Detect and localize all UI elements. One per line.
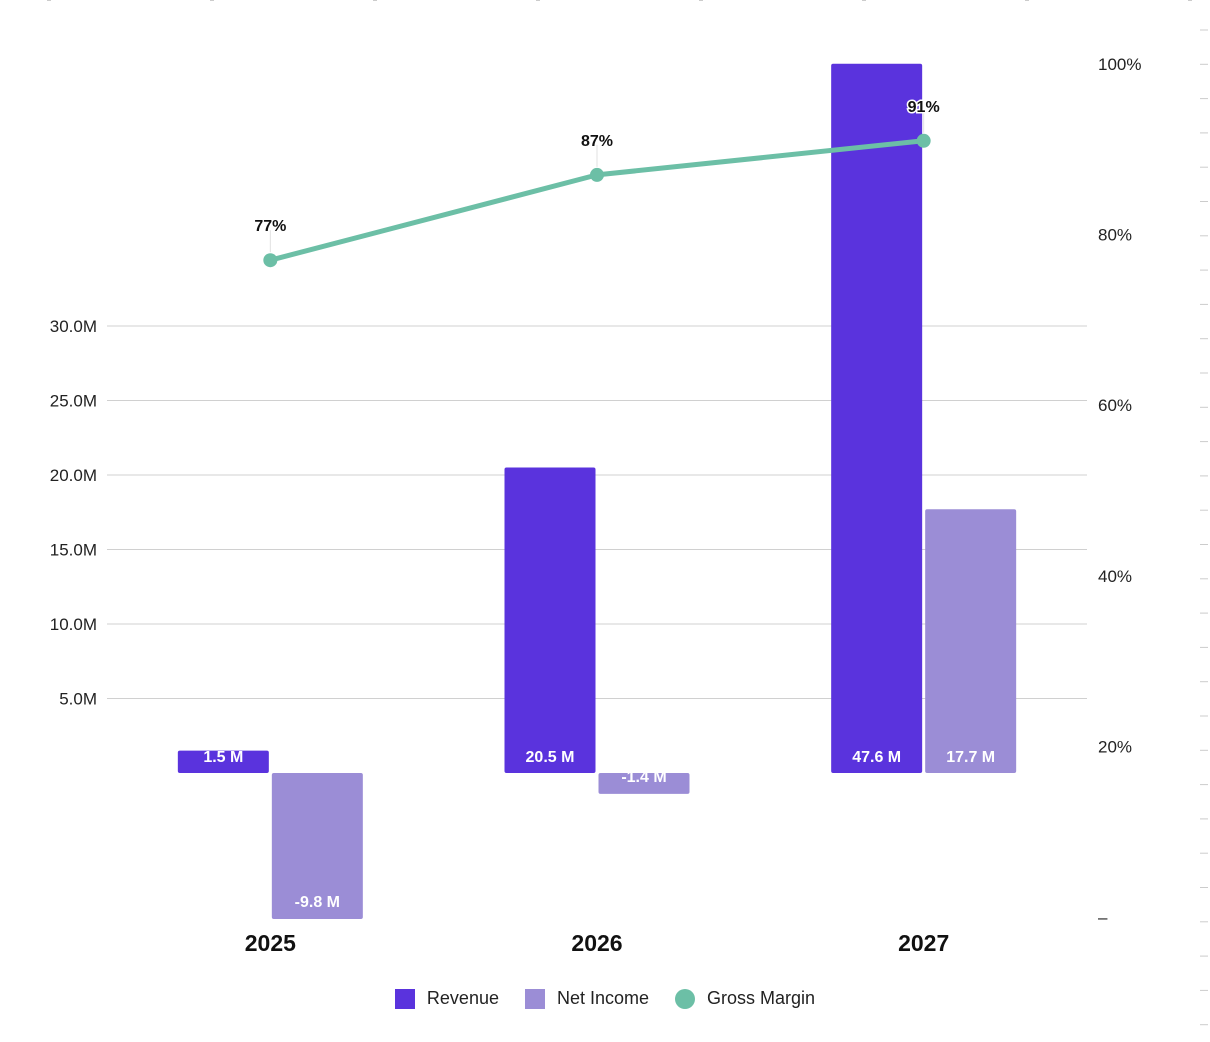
legend-swatch-net-income [524, 988, 545, 1009]
bar-revenue-2025 [177, 750, 269, 773]
bar-data-label: -1.4 M [621, 769, 666, 786]
legend-item-revenue[interactable]: Revenue [394, 988, 499, 1009]
y-right-tick-label: 40% [1098, 567, 1132, 586]
bar-net-income-2025 [271, 773, 363, 920]
bar-data-label: -9.8 M [295, 894, 340, 911]
y-right-tick-label: 100% [1098, 55, 1141, 74]
point-gross-margin-2026 [590, 167, 604, 182]
bar-data-label: 47.6 M [852, 749, 901, 766]
x-category-label: 2025 [245, 930, 296, 956]
bar-revenue-2026 [504, 467, 596, 773]
legend: Revenue Net Income Gross Margin [0, 988, 1210, 1009]
legend-swatch-gross-margin [675, 988, 696, 1009]
bar-net-income-2027 [925, 509, 1017, 773]
point-data-label: 77% [254, 218, 286, 235]
bar-data-label: 20.5 M [526, 749, 575, 766]
bar-net-income-2026 [598, 773, 690, 794]
y-left-tick-label: 20.0M [50, 466, 97, 485]
point-gross-margin-2025 [263, 253, 278, 268]
y-left-tick-label: 25.0M [50, 392, 97, 411]
x-category-label: 2027 [898, 930, 949, 956]
y-right-tick-label: 60% [1098, 396, 1132, 415]
y-left-tick-label: 15.0M [50, 541, 97, 560]
legend-label-revenue: Revenue [426, 988, 499, 1008]
y-left-tick-label: 5.0M [59, 690, 97, 709]
point-gross-margin-2027 [916, 133, 931, 148]
legend-item-gross-margin[interactable]: Gross Margin [675, 988, 815, 1009]
point-data-label: 91% [908, 99, 940, 116]
bar-data-label: 1.5 M [203, 749, 243, 766]
y-right-tick-label: 80% [1098, 226, 1132, 245]
bar-revenue-2027 [831, 63, 923, 773]
y-right-tick-label: 20% [1098, 737, 1132, 756]
y-left-tick-label: 10.0M [50, 615, 97, 634]
y-right-tick-label: – [1098, 908, 1108, 927]
legend-label-net-income: Net Income [556, 988, 650, 1008]
legend-item-net-income[interactable]: Net Income [524, 988, 650, 1009]
y-left-tick-label: 30.0M [50, 317, 97, 336]
point-data-label: 87% [581, 133, 613, 150]
x-category-label: 2026 [571, 930, 622, 956]
bar-data-label: 17.7 M [946, 749, 995, 766]
legend-swatch-revenue [394, 988, 415, 1009]
legend-label-gross-margin: Gross Margin [707, 988, 816, 1008]
